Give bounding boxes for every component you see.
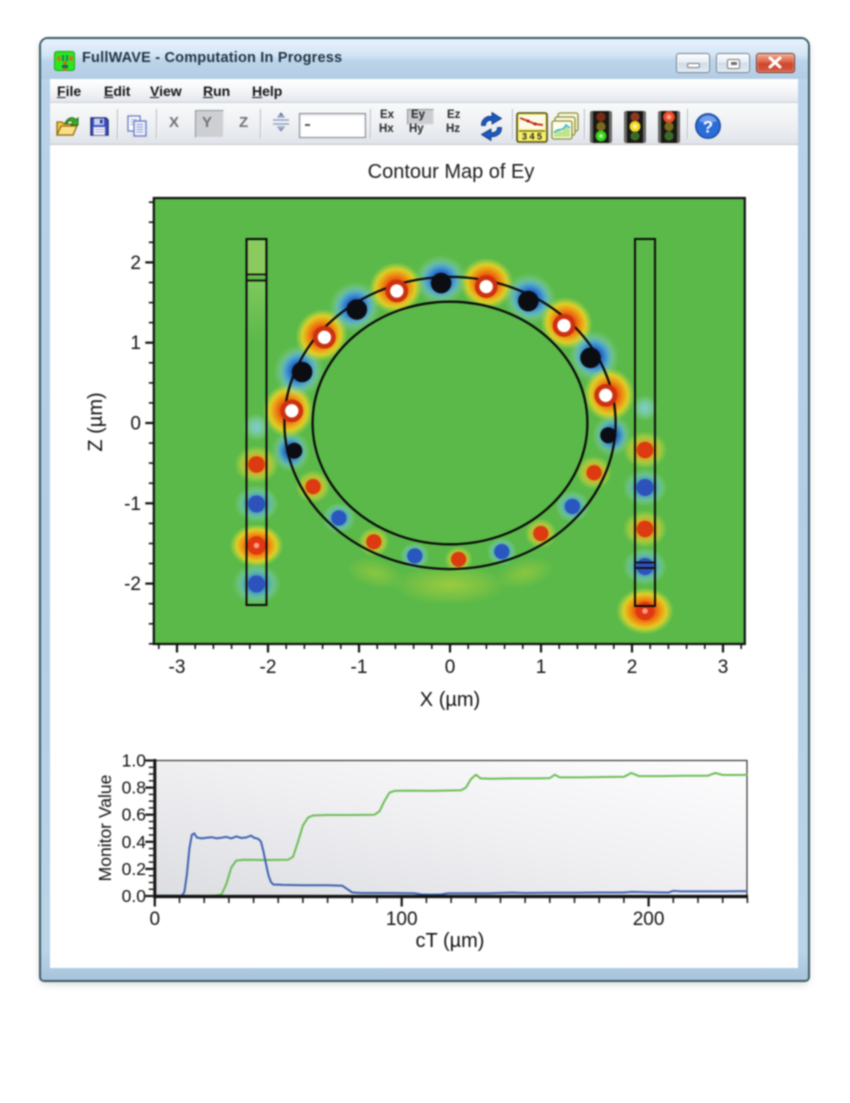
- svg-text:3 4 5: 3 4 5: [522, 132, 542, 142]
- svg-text:?: ?: [703, 118, 713, 137]
